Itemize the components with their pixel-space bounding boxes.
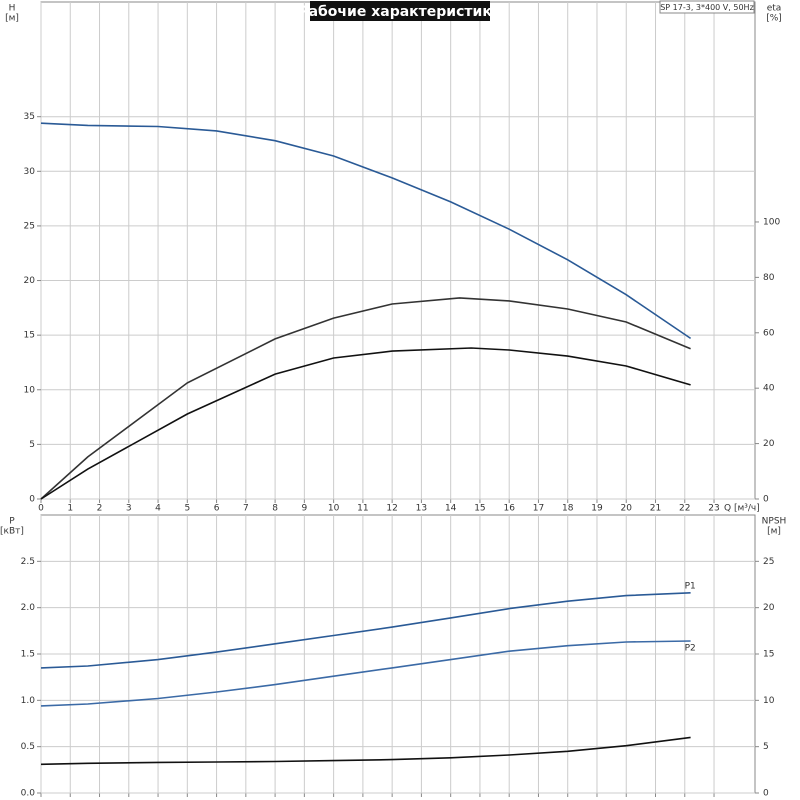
x-tick-label: 15 xyxy=(474,504,485,514)
y2-label: NPSH xyxy=(762,517,787,527)
x-tick-label: 19 xyxy=(591,504,603,514)
x-tick-label: 14 xyxy=(445,504,457,514)
y2-tick-label: 0 xyxy=(763,789,769,799)
x-tick-label: 7 xyxy=(243,504,249,514)
x-tick-label: 3 xyxy=(126,504,132,514)
y-tick-label: 0 xyxy=(29,495,35,505)
x-tick-label: 10 xyxy=(328,504,340,514)
x-tick-label: 0 xyxy=(38,504,44,514)
y-unit: [кВт] xyxy=(0,527,24,537)
x-tick-label: 8 xyxy=(272,504,278,514)
x-tick-label: 1 xyxy=(67,504,73,514)
curve xyxy=(40,640,691,707)
x-tick-label: 2 xyxy=(97,504,103,514)
y2-unit: [%] xyxy=(766,14,782,24)
y-tick-label: 20 xyxy=(24,276,36,286)
x-tick-label: 12 xyxy=(386,504,397,514)
y-tick-label: 1.5 xyxy=(21,650,35,660)
curve xyxy=(40,736,691,766)
y-label: H xyxy=(9,4,16,14)
x-tick-label: 5 xyxy=(184,504,190,514)
y-tick-label: 10 xyxy=(24,385,36,395)
subtitle-box xyxy=(659,0,755,14)
x-tick-label: 6 xyxy=(214,504,220,514)
plot-area xyxy=(40,1,756,500)
x-tick-label: 21 xyxy=(650,504,661,514)
curve xyxy=(40,592,691,669)
x-tick-label: 18 xyxy=(562,504,574,514)
y-tick-label: 30 xyxy=(24,167,36,177)
y2-tick-label: 15 xyxy=(763,650,774,660)
y-label: P xyxy=(9,517,15,527)
y-tick-label: 2.5 xyxy=(21,557,35,567)
y2-tick-label: 40 xyxy=(763,384,775,394)
y2-tick-label: 60 xyxy=(763,328,775,338)
x-tick-label: 11 xyxy=(357,504,368,514)
x-tick-label: 20 xyxy=(621,504,633,514)
y-tick-label: 0.5 xyxy=(21,742,35,752)
y-tick-label: 2.0 xyxy=(21,603,36,613)
y2-unit: [м] xyxy=(767,527,781,537)
curve xyxy=(40,122,692,340)
y-tick-label: 1.0 xyxy=(21,696,36,706)
y-unit: [м] xyxy=(5,14,19,24)
y2-tick-label: 10 xyxy=(763,696,775,706)
x-tick-label: 9 xyxy=(301,504,307,514)
subtitle: SP 17-3, 3*400 V, 50Hz xyxy=(660,3,754,12)
x-tick-label: 23 xyxy=(708,504,719,514)
title-box xyxy=(310,1,490,21)
curve-label: P2 xyxy=(685,644,696,654)
curve-label: P1 xyxy=(685,581,696,591)
y2-tick-label: 25 xyxy=(763,557,774,567)
x-label: Q [м³/ч] xyxy=(724,504,760,514)
y-tick-label: 15 xyxy=(24,331,35,341)
y-tick-label: 0.0 xyxy=(21,789,36,799)
y2-tick-label: 0 xyxy=(763,495,769,505)
y2-tick-label: 80 xyxy=(763,273,775,283)
x-tick-label: 4 xyxy=(155,504,161,514)
y2-tick-label: 20 xyxy=(763,439,775,449)
y2-tick-label: 20 xyxy=(763,603,775,613)
y-tick-label: 25 xyxy=(24,221,35,231)
y2-tick-label: 5 xyxy=(763,742,769,752)
curve xyxy=(40,347,691,500)
x-tick-label: 22 xyxy=(679,504,690,514)
y2-label: eta xyxy=(767,4,782,14)
x-tick-label: 13 xyxy=(416,504,427,514)
y-tick-label: 35 xyxy=(24,112,35,122)
y2-tick-label: 100 xyxy=(763,217,780,227)
chart-title: Рабочие характеристики xyxy=(298,4,501,20)
x-tick-label: 17 xyxy=(533,504,544,514)
y-tick-label: 5 xyxy=(29,440,35,450)
curve xyxy=(40,297,691,500)
x-tick-label: 16 xyxy=(503,504,515,514)
